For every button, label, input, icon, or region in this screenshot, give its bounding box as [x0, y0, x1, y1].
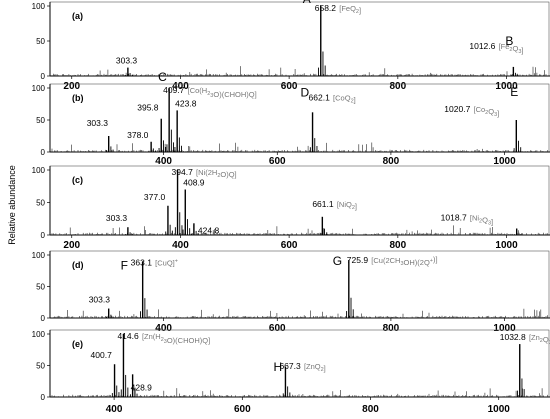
peak-formula: [Zn2Q3] [529, 333, 550, 346]
peak-mz-label: 408.9 [183, 178, 205, 188]
y-tick-label: 0 [41, 393, 46, 402]
x-tick-label: 600 [269, 323, 286, 334]
peak-mz-label: 400.7 [91, 350, 113, 360]
y-tick-label: 50 [36, 283, 45, 292]
peak-mz-label: 414.6 [117, 331, 139, 341]
peak-mz-label: 428.9 [131, 382, 153, 392]
peak-formula: [NiQ2] [337, 200, 357, 211]
peak-mz-label: 378.0 [127, 130, 149, 140]
peak-formula: [CuQ]+ [155, 258, 178, 267]
panel-tag: (a) [72, 11, 83, 21]
y-tick-label: 0 [41, 148, 46, 157]
peak-formula: [Co(H23O)(CHOH)Q] [188, 86, 257, 99]
peak-letter: E [510, 85, 518, 99]
y-tick-label: 100 [32, 2, 46, 11]
x-tick-label: 600 [281, 240, 298, 251]
peak-letter: A [303, 0, 311, 6]
x-tick-label: 600 [269, 156, 286, 167]
panel-tag: (d) [72, 260, 84, 270]
y-tick-label: 0 [41, 231, 46, 240]
y-tick-label: 50 [36, 199, 45, 208]
peak-mz-label: 667.3 [279, 361, 301, 371]
peak-letter: G [333, 254, 342, 268]
peak-letter: F [121, 258, 128, 272]
y-tick-label: 50 [36, 37, 45, 46]
panel-frame [50, 84, 549, 152]
peak-formula: [Cu(2CH3OH)(2Q+)] [371, 255, 437, 267]
peak-formula: [Ni2Q3] [470, 214, 493, 227]
x-tick-label: 800 [389, 240, 406, 251]
x-tick-label: 200 [63, 240, 80, 251]
peak-mz-label: 1012.6 [469, 41, 495, 51]
spectrum-panel-1: 0 50 100 200 400 600 800 1000 (a) 303.3 658.2 [FeQ2… [32, 0, 550, 92]
x-tick-label: 400 [106, 404, 123, 415]
y-tick-label: 100 [32, 166, 46, 175]
peak-mz-label: 661.1 [312, 199, 334, 209]
peak-letter: D [301, 85, 310, 99]
peak-mz-label: 1032.8 [500, 332, 526, 342]
baseline-noise [52, 143, 547, 153]
x-tick-label: 200 [63, 81, 80, 92]
x-tick-label: 1000 [493, 156, 516, 167]
x-tick-label: 800 [362, 404, 379, 415]
peak-mz-label: 395.8 [137, 103, 159, 113]
peak-letter: C [158, 70, 167, 84]
peak-mz-label: 303.3 [87, 118, 109, 128]
panel-frame [50, 166, 549, 235]
baseline-noise [52, 225, 547, 235]
x-tick-label: 600 [281, 81, 298, 92]
x-tick-label: 1000 [488, 404, 511, 415]
x-tick-label: 800 [383, 156, 400, 167]
peak-formula: [Co2Q3] [474, 105, 500, 118]
peak-letter: B [505, 34, 513, 48]
peak-mz-label: 1018.7 [441, 213, 467, 223]
peak-mz-label: 303.3 [106, 213, 128, 223]
y-tick-label: 50 [36, 116, 45, 125]
peak-mz-label: 363.1 [131, 257, 153, 267]
peak-mz-label: 423.8 [175, 98, 197, 108]
y-tick-label: 100 [32, 330, 46, 339]
x-tick-label: 400 [172, 240, 189, 251]
panel-tag: (c) [72, 175, 83, 185]
peak-formula: [FeQ2] [339, 4, 361, 15]
y-tick-label: 0 [41, 72, 46, 81]
peak-mz-label: 658.2 [315, 3, 337, 13]
peak-formula: [ZnQ2] [304, 362, 326, 373]
x-tick-label: 800 [383, 323, 400, 334]
peak-mz-label: 1020.7 [444, 104, 470, 114]
y-tick-label: 100 [32, 84, 46, 93]
baseline-noise [52, 66, 547, 76]
peak-mz-label: 303.3 [89, 295, 111, 305]
baseline-noise [52, 309, 547, 318]
baseline-noise [52, 388, 547, 397]
peak-letter: H [273, 360, 282, 374]
peak-formula: [Zn(H23O)(CHOH)Q] [142, 332, 210, 345]
peak-mz-label: 377.0 [144, 192, 166, 202]
spectrum-panel-3: 0 50 100 200 400 600 800 1000 (c) 303.3 377.0 394.7… [32, 166, 550, 251]
x-tick-label: 400 [155, 156, 172, 167]
peak-mz-label: 409.7 [163, 85, 185, 95]
y-axis-label: Relative abundance [7, 155, 17, 255]
panel-tag: (b) [72, 93, 84, 103]
peak-mz-label: 394.7 [172, 167, 194, 177]
spectrum-panel-4: 0 50 100 400 600 800 1000 (d) 303.3 363.1 [CuQ]+ F 7… [32, 251, 550, 334]
y-tick-label: 50 [36, 362, 45, 371]
peak-mz-label: 662.1 [309, 92, 331, 102]
panel-tag: (e) [72, 339, 83, 349]
x-tick-label: 600 [234, 404, 251, 415]
peak-formula: [CoQ2] [333, 93, 356, 104]
peak-mz-label: 725.9 [347, 255, 369, 265]
x-tick-label: 800 [389, 81, 406, 92]
y-tick-label: 0 [41, 314, 46, 323]
peak-mz-label: 303.3 [116, 56, 138, 66]
y-tick-label: 100 [32, 251, 46, 260]
peak-mz-label: 424.8 [198, 225, 220, 235]
spectrum-panel-5: 0 50 100 400 600 800 1000 (e) 400.7 414.6 [Zn(H23O… [32, 330, 550, 415]
x-tick-label: 1000 [495, 240, 518, 251]
